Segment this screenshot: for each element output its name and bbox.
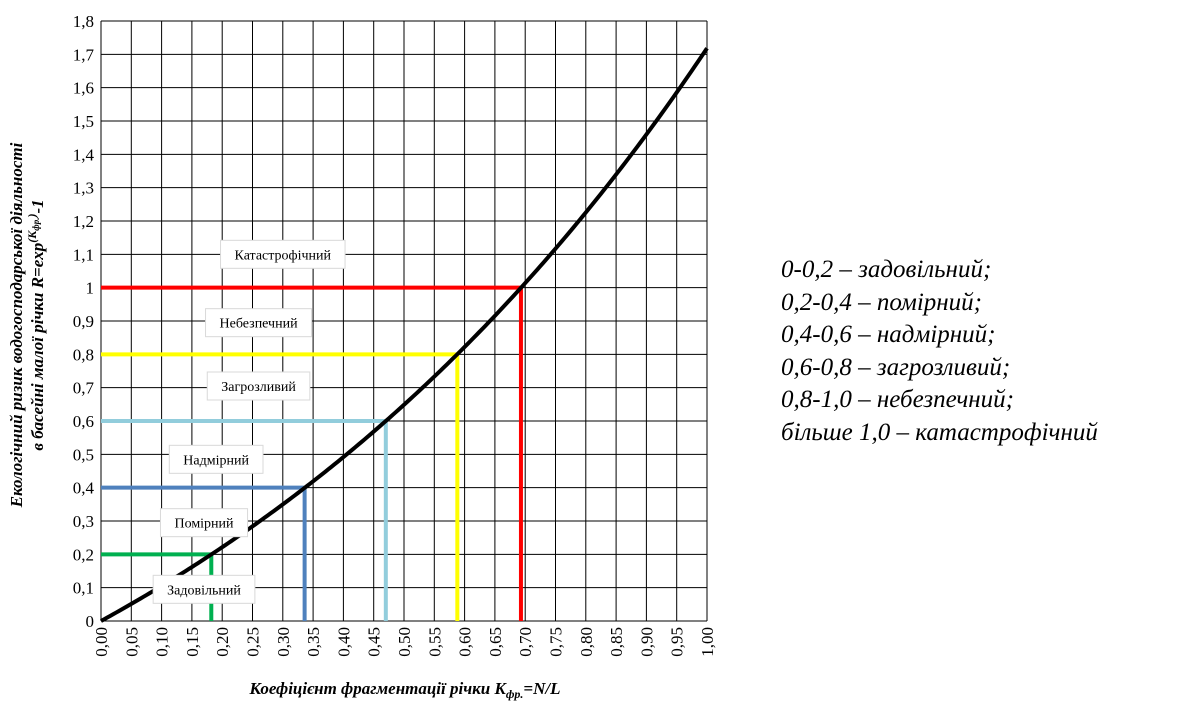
y-tick-label: 1,1 [73, 245, 94, 264]
x-tick-label: 0,65 [486, 627, 505, 657]
zone-label-text: Надмірний [183, 453, 249, 468]
y-tick-label: 1,6 [73, 79, 94, 98]
y-tick-label: 0 [86, 612, 95, 631]
y-tick-label: 1,7 [73, 45, 95, 64]
zone-labels: Задовільний Помірний Надмірний Загрозливий Н… [152, 239, 346, 604]
x-axis-title: Коефіцієнт фрагментації річки Kфр.=N/L [249, 679, 561, 701]
x-tick-label: 0,50 [395, 627, 414, 657]
x-tick-label: 0,95 [668, 627, 687, 657]
zone-label-box [159, 508, 249, 538]
x-tick-label: 1,00 [698, 627, 717, 657]
y-tick-label: 0,7 [73, 379, 95, 398]
y-tick-label: 0,9 [73, 312, 94, 331]
zone-label-text: Помірний [174, 517, 234, 532]
y-tick-label: 1,5 [73, 112, 94, 131]
y-tick-label: 0,5 [73, 445, 94, 464]
legend-item: 0,2-0,4 – помірний; [781, 288, 983, 316]
x-tick-label: 0,25 [244, 627, 263, 657]
legend-item: 0,8-1,0 – небезпечний; [781, 386, 1015, 413]
y-tick-label: 0,2 [73, 545, 94, 564]
y-tick-label: 1,8 [73, 12, 94, 31]
y-tick-label: 0,6 [73, 412, 94, 431]
zone-label: Помірний [159, 508, 249, 538]
x-tick-label: 0,80 [577, 627, 596, 657]
x-tick-label: 0,70 [516, 627, 535, 657]
y-tick-label: 0,3 [73, 512, 94, 531]
x-tick-label: 0,55 [425, 627, 444, 657]
legend-item: 0,6-0,8 – загрозливий; [781, 353, 1011, 381]
zone-label-box [220, 239, 346, 269]
x-tick-label: 0,05 [122, 627, 141, 657]
zone-label-box [152, 574, 256, 604]
x-tick-label: 0,75 [547, 627, 566, 657]
y-tick-label: 1,2 [73, 212, 94, 231]
y-axis-title-line2: в басейні малої річки R=exp(Kфр.)-1 [25, 199, 47, 450]
zone-label-text: Загрозливий [221, 380, 296, 395]
x-tick-label: 0,85 [607, 627, 626, 657]
zone-label: Надмірний [168, 444, 264, 474]
chart: 0 0,1 0,2 0,3 0,4 0,5 0,6 0,7 0,8 0,9 1 1,1 1,2 1,3 1,… [7, 12, 717, 701]
zone-label: Небезпечний [205, 308, 313, 338]
risk-curve [100, 47, 709, 623]
y-tick-label: 1,4 [73, 145, 95, 164]
x-tick-label: 0,60 [456, 627, 475, 657]
zone-label-text: Катастрофічний [235, 248, 332, 263]
y-tick-label: 1 [86, 279, 95, 298]
x-tick-label: 0,15 [183, 627, 202, 657]
x-tick-label: 0,90 [637, 627, 656, 657]
x-tick-label: 0,20 [213, 627, 232, 657]
legend-item: більше 1,0 – катастрофічний [781, 418, 1098, 446]
x-tick-label: 0,00 [92, 627, 111, 657]
risk-legend: 0-0,2 – задовільний; 0,2-0,4 – помірний;… [781, 254, 1098, 449]
x-axis-ticks: 0,00 0,05 0,10 0,15 0,20 0,25 0,30 0,35 0,40 0,45… [92, 627, 717, 657]
x-tick-label: 0,10 [153, 627, 172, 657]
y-axis-title-line1: Екологічний ризик водогосподарської діял… [7, 142, 26, 508]
zone-label-text: Небезпечний [220, 317, 299, 332]
grid [100, 20, 708, 622]
x-tick-label: 0,30 [274, 627, 293, 657]
y-tick-label: 0,4 [73, 479, 95, 498]
zone-label-box [206, 371, 311, 401]
y-axis-ticks: 0 0,1 0,2 0,3 0,4 0,5 0,6 0,7 0,8 0,9 1 1,1 1,2 1,3 1,… [73, 12, 95, 631]
zone-label-box [168, 444, 264, 474]
y-tick-label: 1,3 [73, 179, 94, 198]
y-tick-label: 0,1 [73, 579, 94, 598]
y-tick-label: 0,8 [73, 345, 94, 364]
zone-label: Катастрофічний [220, 239, 346, 269]
legend-item: 0-0,2 – задовільний; [781, 256, 992, 283]
zone-label-text: Задовільний [167, 583, 241, 598]
x-tick-label: 0,40 [334, 627, 353, 657]
x-tick-label: 0,35 [304, 627, 323, 657]
zone-label: Загрозливий [206, 371, 311, 401]
zone-label: Задовільний [152, 574, 256, 604]
legend-item: 0,4-0,6 – надмірний; [781, 321, 996, 348]
zone-label-box [205, 308, 313, 338]
x-tick-label: 0,45 [365, 627, 384, 657]
